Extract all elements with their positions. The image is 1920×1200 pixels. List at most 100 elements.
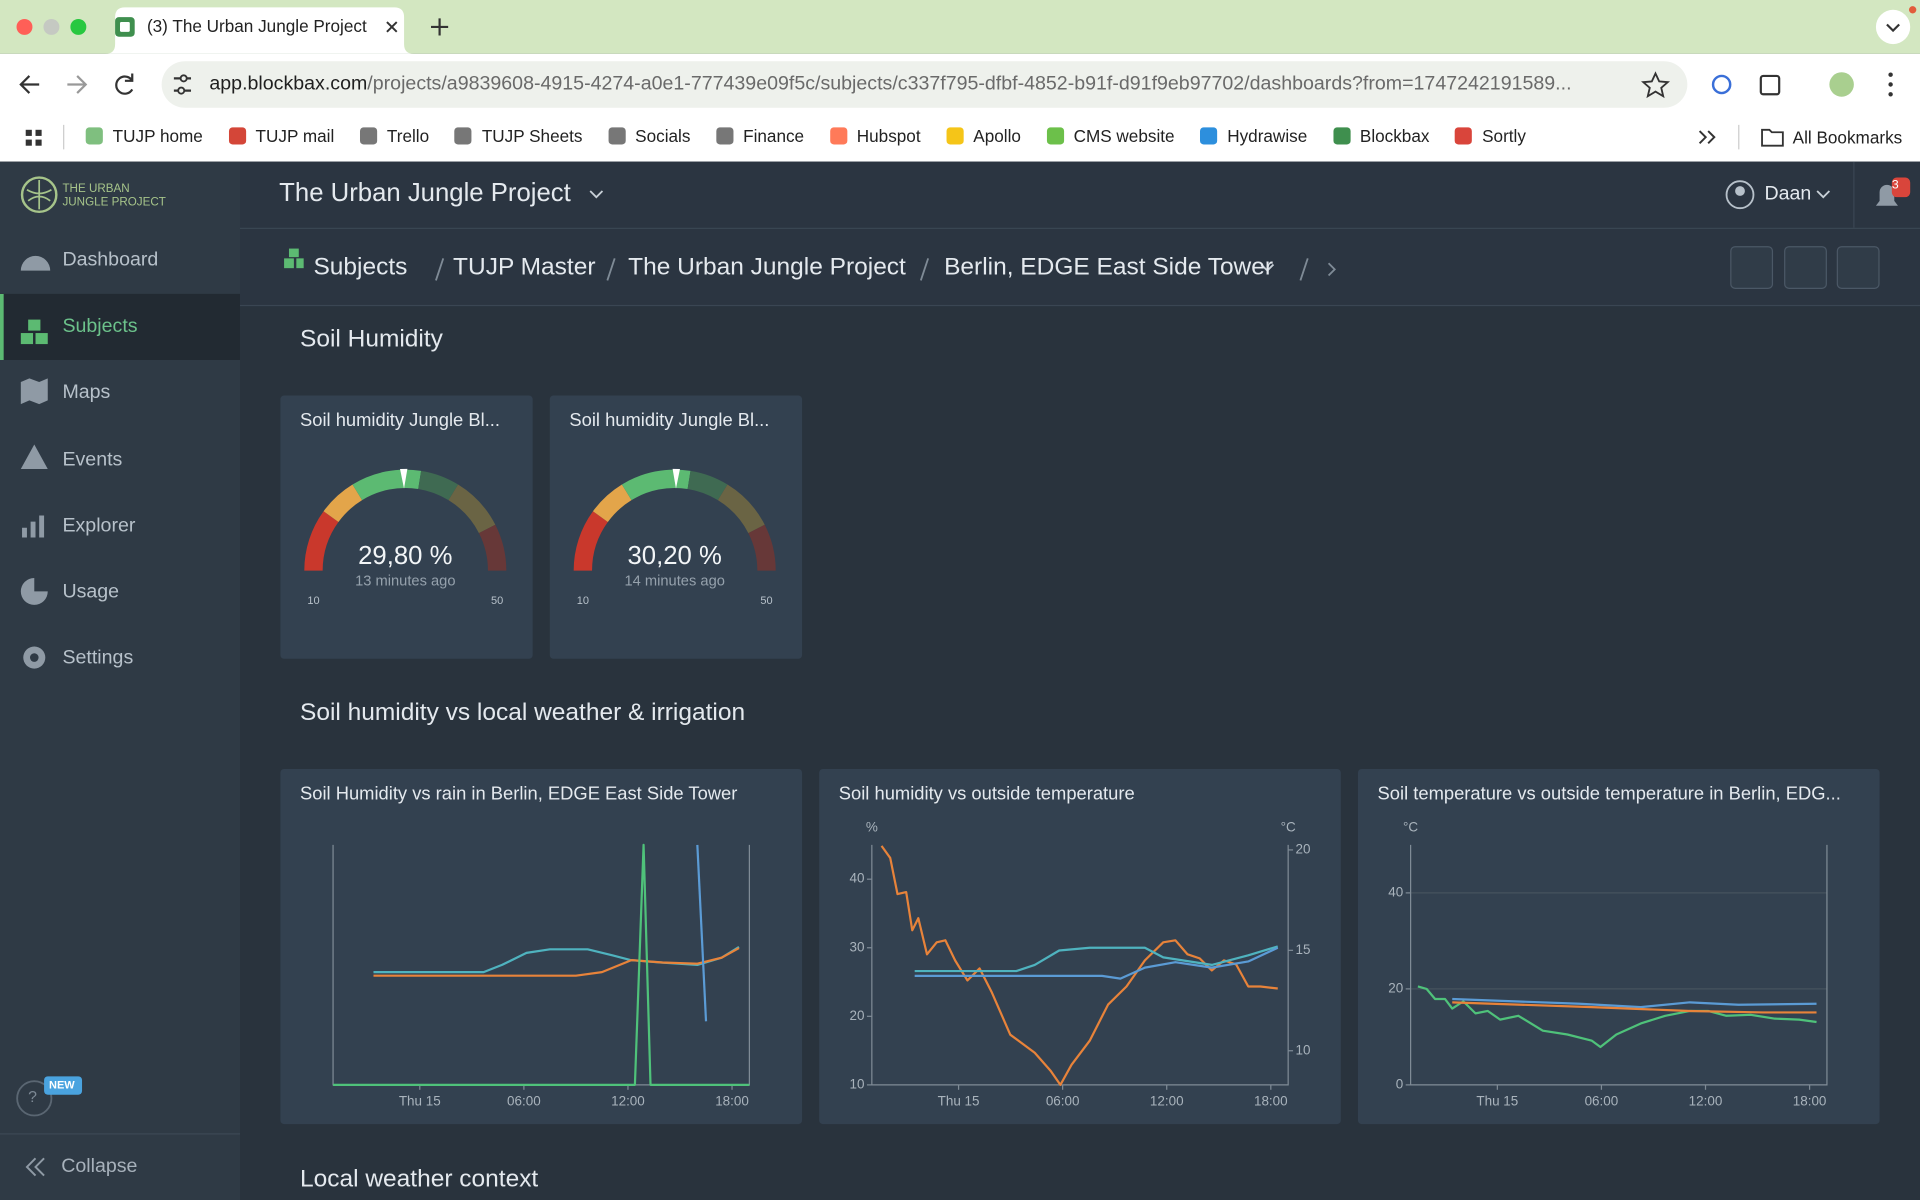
gauge-band [573, 511, 608, 571]
tab-search[interactable] [1875, 9, 1911, 45]
sidebar-item[interactable]: Events [0, 427, 240, 493]
site-info-dot [177, 86, 186, 95]
gauge-band [352, 469, 422, 501]
minimize-window[interactable] [43, 18, 60, 35]
tab-bar-icons [16, 6, 1917, 54]
axes [871, 844, 1289, 1086]
project-chevron[interactable] [589, 190, 604, 199]
collapse-label[interactable]: Collapse [61, 1155, 138, 1177]
bookmark[interactable]: Sortly [1455, 126, 1526, 146]
address-bar[interactable] [161, 61, 1688, 108]
gauge-value: 30,20 % [628, 542, 722, 570]
site-info[interactable] [173, 77, 192, 92]
close-window[interactable] [16, 18, 33, 35]
forward-button[interactable] [67, 75, 88, 94]
gauge-title: Soil humidity Jungle Bl... [300, 409, 500, 430]
bookmark[interactable]: Hydrawise [1200, 126, 1307, 146]
bookmark[interactable]: Trello [359, 126, 429, 146]
sidebar-item[interactable]: Dashboard [0, 228, 240, 294]
breadcrumb[interactable]: TUJP Master [453, 253, 596, 281]
bookmark-icons [25, 124, 1784, 150]
series-line [914, 946, 1279, 980]
bookmark[interactable]: Socials [608, 126, 690, 146]
menu-dot[interactable] [1888, 72, 1893, 77]
collapse-icon[interactable] [25, 1157, 45, 1177]
user-chevron[interactable] [1816, 190, 1831, 199]
bookmark-star[interactable] [1641, 71, 1670, 99]
settings-button[interactable] [1836, 246, 1880, 289]
more-bookmarks[interactable] [1698, 130, 1716, 144]
menu-dot[interactable] [1888, 92, 1893, 97]
sidebar-item[interactable]: Usage [0, 560, 240, 626]
extensions-button[interactable] [1759, 74, 1781, 96]
bookmark[interactable]: Finance [716, 126, 804, 146]
all-bookmarks[interactable]: All Bookmarks [1792, 127, 1903, 147]
bookmark[interactable]: Hubspot [829, 126, 921, 146]
bookmark-label: Finance [743, 126, 805, 146]
help-button[interactable] [16, 1080, 53, 1117]
usage-icon [20, 577, 48, 605]
breadcrumb[interactable]: The Urban Jungle Project [628, 253, 906, 281]
back-button[interactable] [19, 75, 40, 94]
x-tick-label: 06:00 [1046, 1094, 1080, 1109]
logo-line: THE URBAN [62, 182, 130, 196]
user-avatar[interactable] [1725, 180, 1755, 210]
url[interactable]: app.blockbax.com/projects/a9839608-4915-… [209, 73, 1629, 95]
profile-avatar[interactable] [1829, 72, 1854, 97]
tab-search-chevron [1886, 23, 1900, 33]
x-tick-label: Thu 15 [399, 1094, 441, 1109]
header-icons [284, 161, 1911, 281]
bookmark[interactable]: TUJP home [85, 126, 203, 146]
bookmark[interactable]: TUJP mail [228, 126, 334, 146]
extension-1[interactable] [1711, 74, 1732, 95]
y-tick-label: 10 [850, 1076, 865, 1091]
bookmark[interactable]: TUJP Sheets [454, 126, 583, 146]
sidebar-item[interactable]: Explorer [0, 493, 240, 559]
new-tab[interactable] [431, 18, 449, 36]
gauge-value: 29,80 % [358, 542, 452, 570]
bookmark-icon [716, 127, 734, 145]
help-label[interactable]: ? [28, 1087, 38, 1106]
y-tick-label: 40 [850, 871, 865, 886]
tab-title: (3) The Urban Jungle Project [146, 15, 367, 36]
chart-title: Soil Humidity vs rain in Berlin, EDGE Ea… [300, 783, 737, 804]
chart-card [280, 768, 803, 1125]
sidebar-label: Settings [62, 647, 134, 669]
y2-tick-label: 15 [1296, 942, 1311, 957]
maximize-window[interactable] [70, 18, 87, 35]
series-line [373, 945, 740, 974]
x-tick-label: 12:00 [1689, 1094, 1723, 1109]
sidebar-item[interactable]: Maps [0, 360, 240, 426]
subjects-icon [28, 319, 41, 331]
edit-button[interactable] [1730, 246, 1774, 289]
breadcrumb-next[interactable] [1327, 262, 1336, 277]
y-tick-label: 0 [1396, 1076, 1403, 1091]
subjects-icon [20, 333, 34, 345]
breadcrumb-chevron[interactable] [1260, 263, 1275, 272]
tab-close[interactable] [386, 21, 398, 33]
bookmark[interactable]: Blockbax [1332, 126, 1430, 146]
logo-icon [20, 176, 58, 214]
reload-button[interactable] [115, 73, 134, 95]
bookmark-label: Sortly [1482, 126, 1526, 146]
active-tab[interactable] [105, 7, 414, 54]
chart-card [1357, 768, 1880, 1125]
breadcrumb[interactable]: Subjects [313, 253, 408, 281]
display-button[interactable] [1784, 246, 1827, 289]
url-host: app.blockbax.com [209, 73, 368, 95]
bookmark-icon [1200, 127, 1218, 145]
bookmark[interactable]: CMS website [1046, 126, 1175, 146]
breadcrumb[interactable]: Berlin, EDGE East Side Tower [944, 253, 1274, 281]
project-title[interactable]: The Urban Jungle Project [279, 178, 571, 207]
series-line [914, 945, 1279, 973]
sidebar-item[interactable]: Settings [0, 626, 240, 692]
apps-icon[interactable] [25, 129, 42, 146]
menu-dot[interactable] [1888, 82, 1893, 87]
y2-tick-label: 10 [1296, 1042, 1311, 1057]
bookmark[interactable]: Apollo [946, 126, 1021, 146]
breadcrumb-separators [435, 258, 1309, 281]
user-name[interactable]: Daan [1764, 183, 1812, 205]
bookmark-label: Blockbax [1359, 126, 1430, 146]
